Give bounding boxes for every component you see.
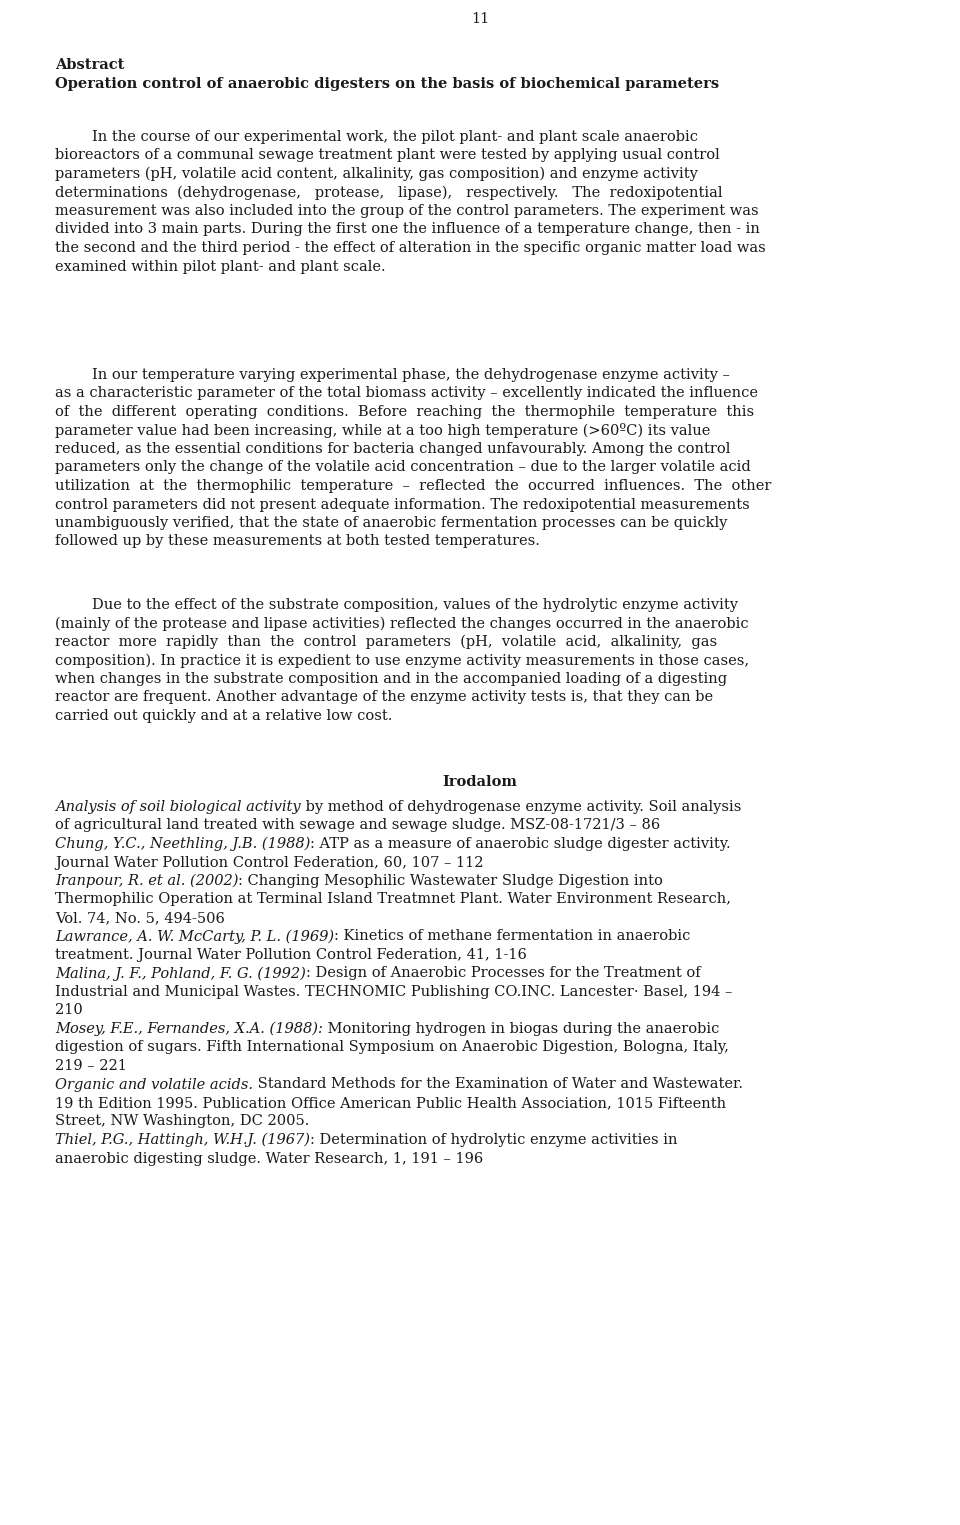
Text: Irodalom: Irodalom [443,775,517,788]
Text: Due to the effect of the substrate composition, values of the hydrolytic enzyme : Due to the effect of the substrate compo… [55,598,738,612]
Text: reduced, as the essential conditions for bacteria changed unfavourably. Among th: reduced, as the essential conditions for… [55,442,731,456]
Text: 19 th Edition 1995. Publication Office American Public Health Association, 1015 : 19 th Edition 1995. Publication Office A… [55,1096,726,1110]
Text: Lawrance, A. W. McCarty, P. L. (1969): Lawrance, A. W. McCarty, P. L. (1969) [55,930,334,944]
Text: of  the  different  operating  conditions.  Before  reaching  the  thermophile  : of the different operating conditions. B… [55,406,755,419]
Text: Thiel, P.G., Hattingh, W.H.J. (1967): Thiel, P.G., Hattingh, W.H.J. (1967) [55,1133,310,1147]
Text: 219 – 221: 219 – 221 [55,1058,127,1074]
Text: Standard Methods for the Examination of Water and Wastewater.: Standard Methods for the Examination of … [253,1078,743,1092]
Text: of agricultural land treated with sewage and sewage sludge. MSZ-08-1721/3 – 86: of agricultural land treated with sewage… [55,819,660,833]
Text: measurement was also included into the group of the control parameters. The expe: measurement was also included into the g… [55,204,758,218]
Text: treatment. Journal Water Pollution Control Federation, 41, 1-16: treatment. Journal Water Pollution Contr… [55,949,527,962]
Text: followed up by these measurements at both tested temperatures.: followed up by these measurements at bot… [55,534,540,549]
Text: : ATP as a measure of anaerobic sludge digester activity.: : ATP as a measure of anaerobic sludge d… [310,837,731,851]
Text: Industrial and Municipal Wastes. TECHNOMIC Publishing CO.INC. Lancester· Basel, : Industrial and Municipal Wastes. TECHNOM… [55,985,732,999]
Text: when changes in the substrate composition and in the accompanied loading of a di: when changes in the substrate compositio… [55,673,727,686]
Text: In the course of our experimental work, the pilot plant- and plant scale anaerob: In the course of our experimental work, … [55,130,698,143]
Text: the second and the third period - the effect of alteration in the specific organ: the second and the third period - the ef… [55,241,766,255]
Text: Journal Water Pollution Control Federation, 60, 107 – 112: Journal Water Pollution Control Federati… [55,856,484,869]
Text: Analysis of soil biological activity: Analysis of soil biological activity [55,801,300,814]
Text: 210: 210 [55,1003,83,1017]
Text: control parameters did not present adequate information. The redoxipotential mea: control parameters did not present adequ… [55,497,750,511]
Text: composition). In practice it is expedient to use enzyme activity measurements in: composition). In practice it is expedien… [55,654,749,668]
Text: Monitoring hydrogen in biogas during the anaerobic: Monitoring hydrogen in biogas during the… [323,1022,719,1035]
Text: Abstract: Abstract [55,58,125,72]
Text: digestion of sugars. Fifth International Symposium on Anaerobic Digestion, Bolog: digestion of sugars. Fifth International… [55,1040,729,1054]
Text: by method of dehydrogenase enzyme activity. Soil analysis: by method of dehydrogenase enzyme activi… [300,801,741,814]
Text: Iranpour, R. et al. (2002): Iranpour, R. et al. (2002) [55,874,238,889]
Text: Organic and volatile acids.: Organic and volatile acids. [55,1078,253,1092]
Text: Thermophilic Operation at Terminal Island Treatmnet Plant. Water Environment Res: Thermophilic Operation at Terminal Islan… [55,892,731,906]
Text: (mainly of the protease and lipase activities) reflected the changes occurred in: (mainly of the protease and lipase activ… [55,616,749,631]
Text: determinations  (dehydrogenase,   protease,   lipase),   respectively.   The  re: determinations (dehydrogenase, protease,… [55,186,723,200]
Text: parameters only the change of the volatile acid concentration – due to the large: parameters only the change of the volati… [55,461,751,474]
Text: : Kinetics of methane fermentation in anaerobic: : Kinetics of methane fermentation in an… [334,930,690,944]
Text: Street, NW Washington, DC 2005.: Street, NW Washington, DC 2005. [55,1115,309,1128]
Text: carried out quickly and at a relative low cost.: carried out quickly and at a relative lo… [55,709,393,723]
Text: Vol. 74, No. 5, 494-506: Vol. 74, No. 5, 494-506 [55,910,225,926]
Text: bioreactors of a communal sewage treatment plant were tested by applying usual c: bioreactors of a communal sewage treatme… [55,148,720,163]
Text: utilization  at  the  thermophilic  temperature  –  reflected  the  occurred  in: utilization at the thermophilic temperat… [55,479,772,493]
Text: parameter value had been increasing, while at a too high temperature (>60ºC) its: parameter value had been increasing, whi… [55,424,710,439]
Text: Operation control of anaerobic digesters on the basis of biochemical parameters: Operation control of anaerobic digesters… [55,76,719,92]
Text: reactor are frequent. Another advantage of the enzyme activity tests is, that th: reactor are frequent. Another advantage … [55,691,713,705]
Text: In our temperature varying experimental phase, the dehydrogenase enzyme activity: In our temperature varying experimental … [55,368,730,381]
Text: Chung, Y.C., Neethling, J.B. (1988): Chung, Y.C., Neethling, J.B. (1988) [55,837,310,851]
Text: unambiguously verified, that the state of anaerobic fermentation processes can b: unambiguously verified, that the state o… [55,515,728,531]
Text: : Determination of hydrolytic enzyme activities in: : Determination of hydrolytic enzyme act… [310,1133,678,1147]
Text: : Changing Mesophilic Wastewater Sludge Digestion into: : Changing Mesophilic Wastewater Sludge … [238,874,663,888]
Text: : Design of Anaerobic Processes for the Treatment of: : Design of Anaerobic Processes for the … [306,967,701,981]
Text: Malina, J. F., Pohland, F. G. (1992): Malina, J. F., Pohland, F. G. (1992) [55,967,306,981]
Text: examined within pilot plant- and plant scale.: examined within pilot plant- and plant s… [55,259,386,273]
Text: Mosey, F.E., Fernandes, X.A. (1988):: Mosey, F.E., Fernandes, X.A. (1988): [55,1022,323,1037]
Text: reactor  more  rapidly  than  the  control  parameters  (pH,  volatile  acid,  a: reactor more rapidly than the control pa… [55,634,717,650]
Text: divided into 3 main parts. During the first one the influence of a temperature c: divided into 3 main parts. During the fi… [55,223,760,236]
Text: parameters (pH, volatile acid content, alkalinity, gas composition) and enzyme a: parameters (pH, volatile acid content, a… [55,168,698,181]
Text: as a characteristic parameter of the total biomass activity – excellently indica: as a characteristic parameter of the tot… [55,386,758,401]
Text: 11: 11 [470,12,490,26]
Text: anaerobic digesting sludge. Water Research, 1, 191 – 196: anaerobic digesting sludge. Water Resear… [55,1151,483,1165]
